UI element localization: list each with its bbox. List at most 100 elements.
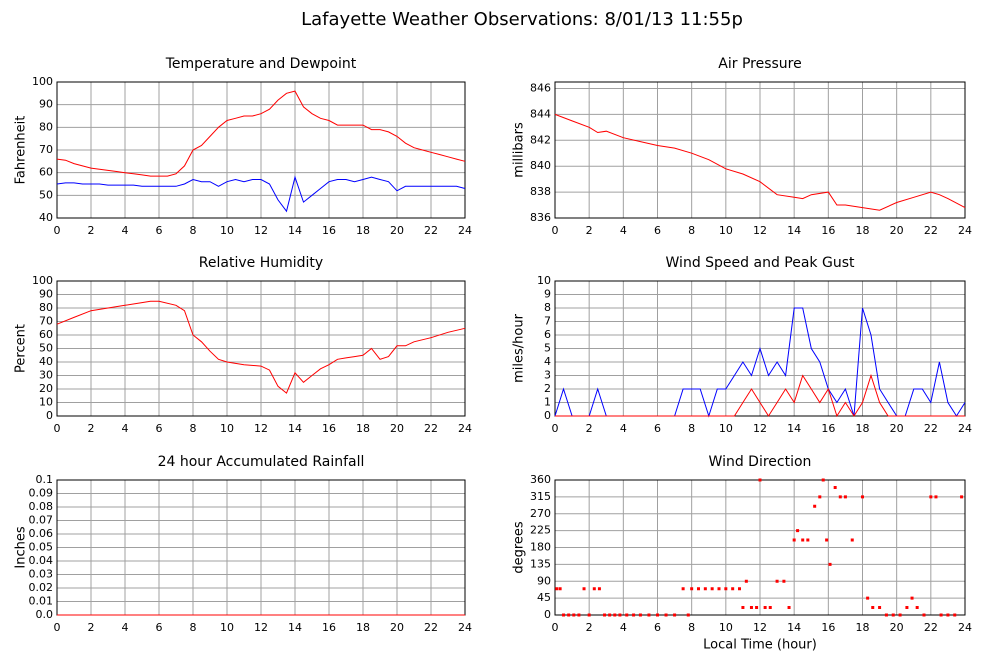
y-tick-label: 90	[39, 288, 53, 301]
data-point	[717, 587, 721, 591]
y-tick-label: 10	[537, 274, 551, 287]
y-tick-label: 0.01	[29, 595, 54, 608]
x-tick-label: 22	[924, 621, 938, 634]
data-point	[922, 613, 926, 617]
x-tick-label: 8	[688, 224, 695, 237]
y-tick-label: 0.05	[29, 541, 54, 554]
data-point	[953, 613, 957, 617]
x-tick-label: 24	[958, 621, 972, 634]
y-tick-label: 180	[530, 541, 551, 554]
data-point	[905, 606, 909, 609]
x-tick-label: 2	[88, 422, 95, 435]
y-tick-label: 842	[530, 133, 551, 146]
y-tick-label: 315	[530, 490, 551, 503]
x-tick-label: 20	[890, 422, 904, 435]
x-tick-label: 4	[620, 224, 627, 237]
x-tick-label: 2	[88, 224, 95, 237]
y-tick-label: 0.02	[29, 581, 54, 594]
x-tick-label: 16	[322, 422, 336, 435]
data-point	[929, 495, 933, 499]
x-tick-label: 12	[753, 422, 767, 435]
y-tick-label: 100	[32, 274, 53, 287]
data-point	[828, 562, 832, 566]
data-point	[690, 587, 694, 591]
y-tick-label: 838	[530, 185, 551, 198]
x-tick-label: 10	[719, 224, 733, 237]
y-tick-label: 7	[544, 315, 551, 328]
x-tick-label: 10	[220, 422, 234, 435]
chart-title: Wind Direction	[709, 454, 812, 470]
x-tick-label: 22	[424, 422, 438, 435]
page-title: Lafayette Weather Observations: 8/01/13 …	[301, 9, 743, 30]
chart-title: 24 hour Accumulated Rainfall	[158, 454, 365, 470]
data-point	[946, 613, 950, 617]
x-tick-label: 16	[821, 224, 835, 237]
data-point	[686, 613, 690, 617]
chart-title: Wind Speed and Peak Gust	[666, 255, 855, 271]
data-point	[891, 613, 895, 617]
y-tick-label: 0.0	[36, 608, 54, 621]
data-point	[673, 613, 677, 617]
x-tick-label: 14	[787, 422, 801, 435]
x-tick-label: 10	[719, 422, 733, 435]
x-tick-label: 2	[586, 224, 593, 237]
data-point	[960, 495, 964, 499]
x-tick-label: 8	[190, 224, 197, 237]
x-tick-label: 24	[458, 224, 472, 237]
data-point	[768, 606, 772, 609]
x-tick-label: 0	[552, 224, 559, 237]
data-point	[871, 606, 875, 609]
y-tick-label: 0	[46, 409, 53, 422]
data-line	[555, 373, 965, 418]
data-point	[738, 587, 741, 591]
data-line	[56, 300, 466, 394]
data-point	[608, 613, 612, 617]
x-tick-label: 10	[220, 224, 234, 237]
data-point	[638, 613, 642, 617]
x-tick-label: 14	[288, 422, 302, 435]
x-tick-label: 24	[458, 621, 472, 634]
x-tick-label: 6	[654, 621, 661, 634]
y-tick-label: 5	[544, 342, 551, 355]
chart-title: Air Pressure	[718, 56, 801, 72]
y-tick-label: 50	[39, 342, 53, 355]
chart-title: Relative Humidity	[199, 255, 323, 271]
data-point	[763, 606, 767, 609]
y-tick-label: 50	[39, 188, 53, 201]
x-tick-label: 18	[356, 224, 370, 237]
data-point	[618, 613, 622, 617]
y-axis-label: Inches	[14, 526, 29, 568]
plot-frame	[554, 81, 966, 219]
x-tick-label: 18	[856, 621, 870, 634]
data-point	[567, 613, 571, 617]
y-axis-label: millibars	[512, 122, 527, 178]
y-tick-label: 80	[39, 120, 53, 133]
x-tick-label: 10	[719, 621, 733, 634]
y-axis-label: miles/hour	[512, 313, 527, 382]
data-point	[592, 587, 596, 591]
x-tick-label: 16	[821, 422, 835, 435]
y-tick-label: 2	[544, 382, 551, 395]
data-point	[861, 495, 864, 499]
data-point	[884, 613, 888, 617]
data-point	[625, 613, 629, 617]
y-tick-label: 844	[530, 107, 551, 120]
y-tick-label: 40	[39, 211, 53, 224]
data-point	[681, 587, 685, 591]
data-point	[664, 613, 668, 617]
x-axis-label: Local Time (hour)	[703, 638, 817, 653]
x-tick-label: 12	[254, 224, 268, 237]
data-point	[741, 606, 745, 609]
x-tick-label: 24	[958, 422, 972, 435]
x-tick-label: 18	[356, 422, 370, 435]
data-point	[939, 613, 943, 617]
y-tick-label: 0.09	[29, 487, 54, 500]
x-tick-label: 2	[586, 422, 593, 435]
x-tick-label: 24	[458, 422, 472, 435]
data-point	[744, 579, 748, 583]
y-tick-label: 70	[39, 315, 53, 328]
y-tick-label: 30	[39, 369, 53, 382]
x-tick-label: 6	[156, 621, 163, 634]
x-tick-label: 14	[288, 621, 302, 634]
